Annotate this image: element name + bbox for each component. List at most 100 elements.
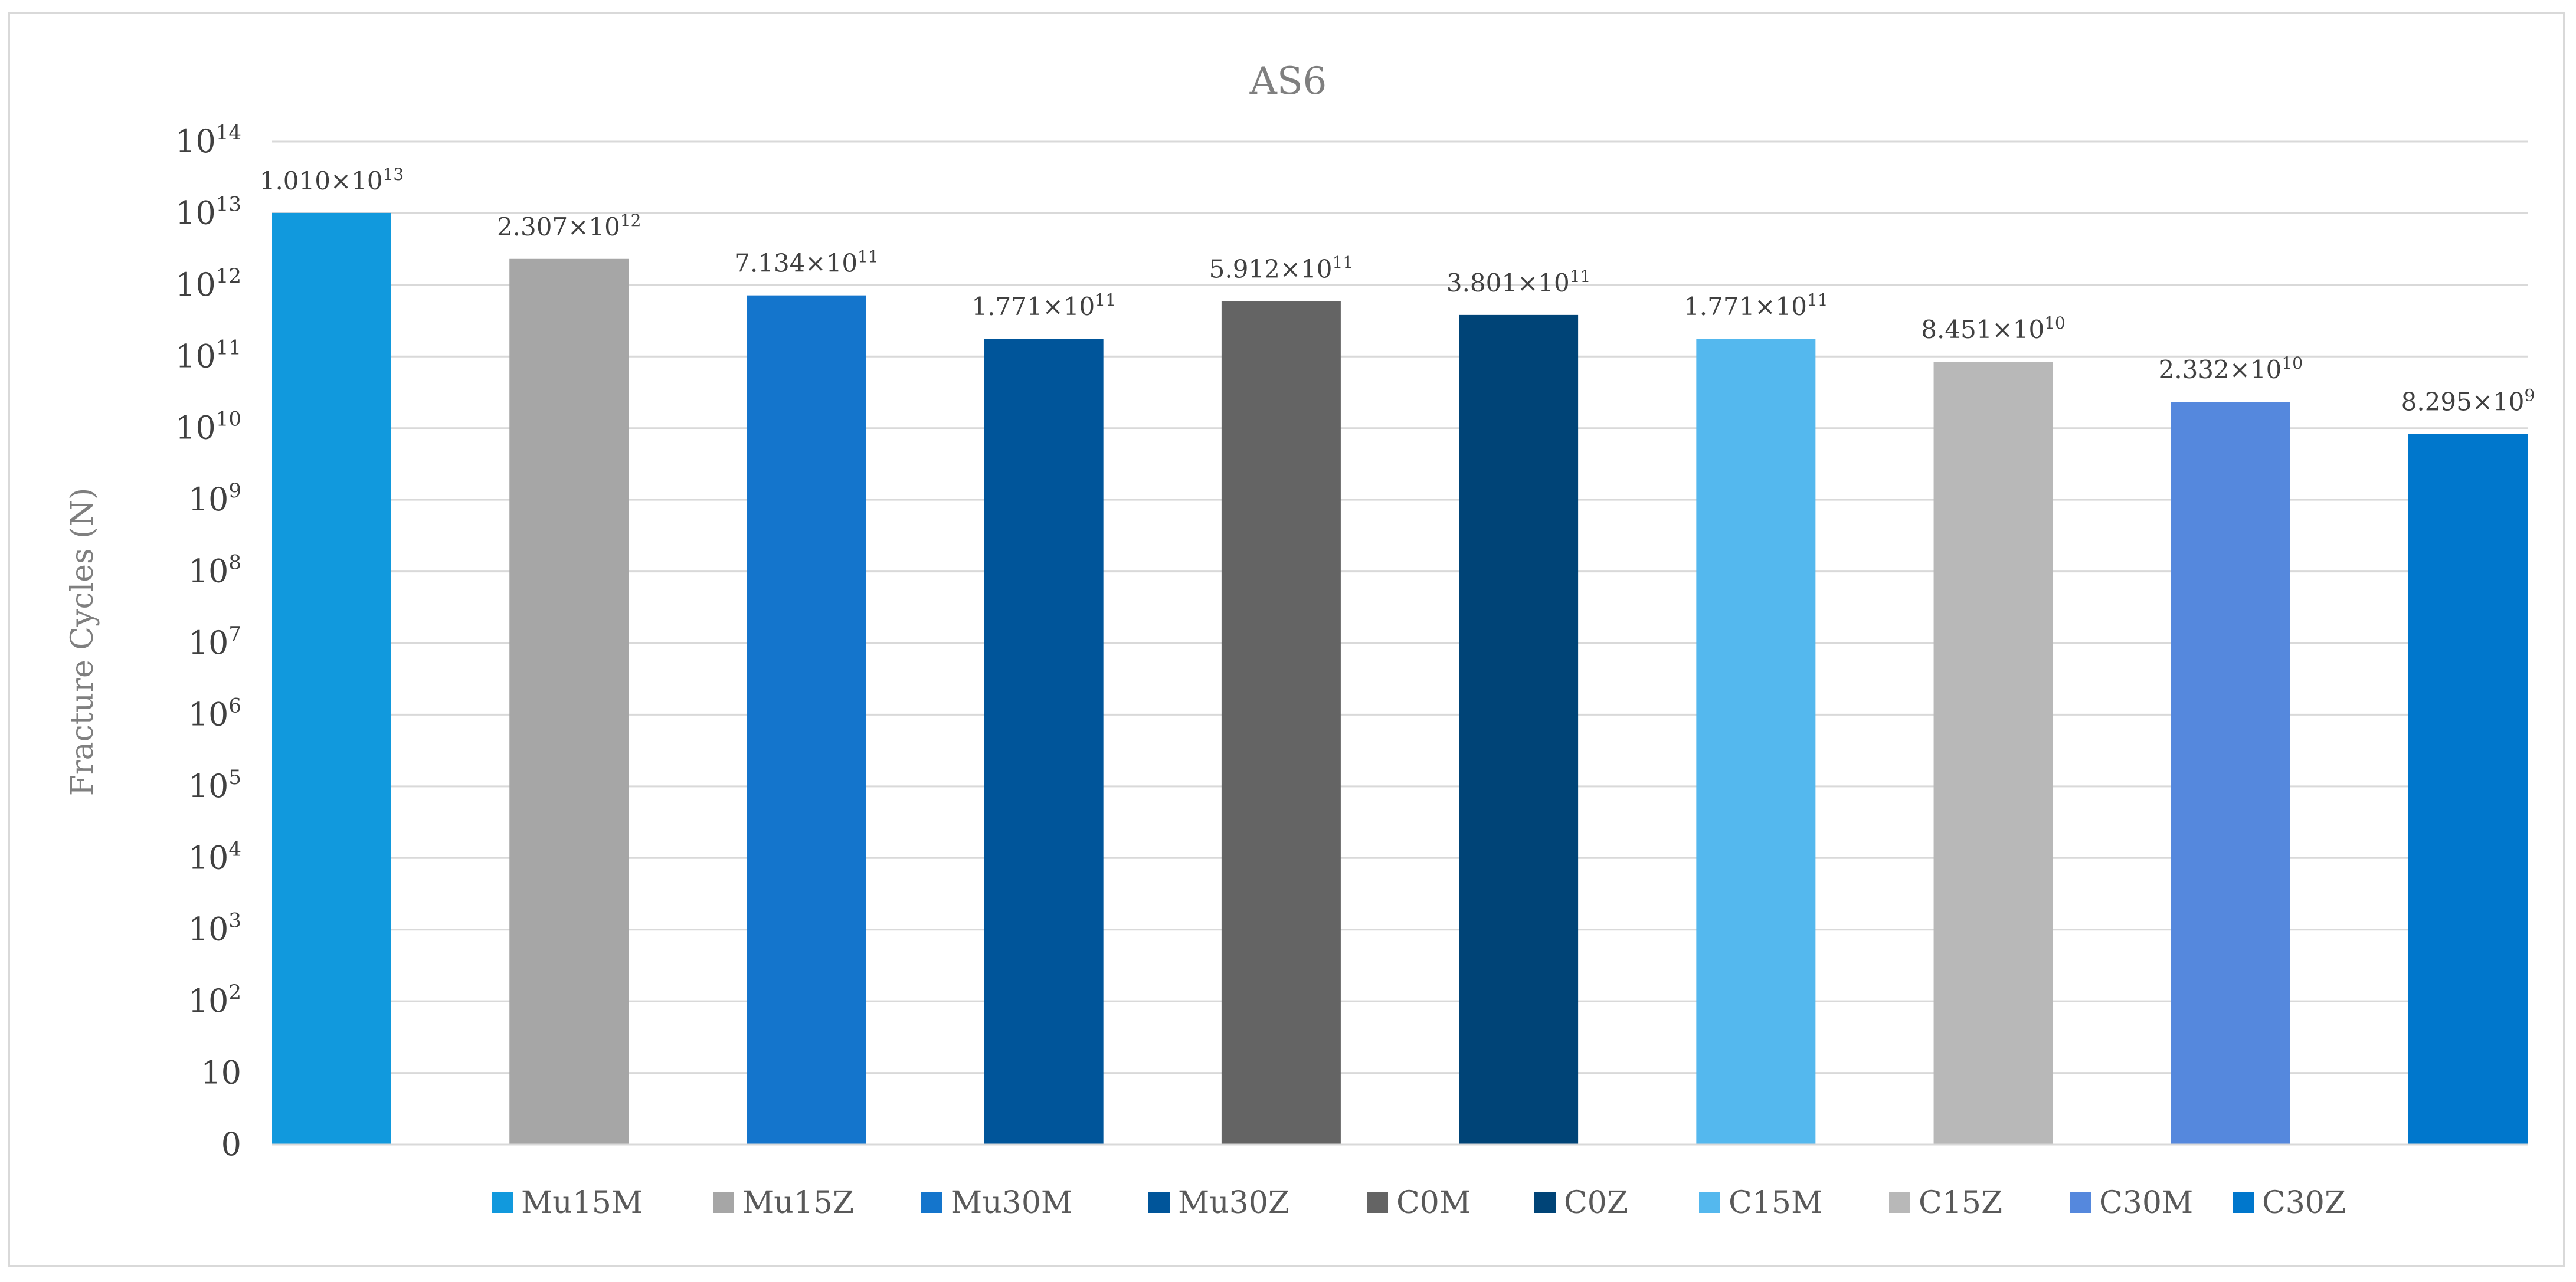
legend-item-c0m: C0M [1367,1185,1471,1221]
y-tick-exponent: 10 [216,408,241,431]
legend-label: Mu15Z [742,1185,854,1221]
legend-swatch [492,1192,513,1213]
data-label-c0m: 5.912×1011 [1209,253,1354,284]
data-label-exponent: 10 [2044,313,2066,333]
data-label-c30m: 2.332×1010 [2159,353,2303,384]
data-label-mantissa: 7.134×10 [734,249,857,278]
data-label-exponent: 11 [857,247,879,267]
data-label-exponent: 11 [1333,253,1354,273]
data-label-mu30z: 1.771×1011 [971,290,1116,321]
y-tick-exponent: 3 [228,909,241,933]
data-label-mantissa: 2.332×10 [2159,355,2282,384]
legend-swatch [713,1192,734,1213]
legend-item-mu30z: Mu30Z [1148,1185,1289,1221]
legend-swatch [2233,1192,2254,1213]
chart-frame: AS6 Fracture Cycles (N) 0 10 102 103 104 105 1… [8,12,2565,1267]
data-label-mantissa: 1.771×10 [1684,292,1807,321]
y-tick-label: 108 [188,551,241,590]
bar-c30m [2171,402,2290,1145]
y-tick-label: 105 [188,766,241,805]
data-label-mu15m: 1.010×1013 [260,165,404,195]
y-tick-label: 107 [188,622,241,661]
y-tick-exponent: 5 [228,766,241,789]
data-label-mu15z: 2.307×1012 [497,211,641,241]
y-tick-exponent: 13 [216,192,241,216]
y-tick-exponent: 9 [228,479,241,503]
legend-label: C0Z [1564,1185,1628,1221]
legend-label: C15M [1729,1185,1822,1221]
y-tick-base: 10 [175,123,216,160]
y-tick-exponent: 6 [228,694,241,717]
legend-item-mu15z: Mu15Z [713,1185,854,1221]
y-tick-base: 10 [188,696,229,733]
bar-c0m [1221,301,1341,1145]
y-tick-exponent: 14 [216,121,241,145]
legend-swatch [1889,1192,1910,1213]
data-label-mantissa: 1.771×10 [971,292,1095,321]
legend-label: Mu30M [951,1185,1072,1221]
data-label-exponent: 10 [2282,353,2303,373]
y-tick-label: 1010 [175,408,241,447]
data-label-exponent: 12 [620,211,641,230]
y-tick-base: 10 [201,1054,241,1091]
legend-label: C30M [2099,1185,2193,1221]
gridlines [272,140,2528,1074]
y-tick-label: 106 [188,694,241,733]
bar-c30z [2408,434,2528,1145]
y-tick-label: 103 [188,909,241,948]
data-label-c15m: 1.771×1011 [1684,290,1828,321]
data-label-c30z: 8.295×109 [2401,386,2535,417]
legend: Mu15M Mu15Z Mu30M Mu30Z C0M C0Z C15M C15Z C30M C3… [492,1185,2346,1221]
legend-item-c15m: C15M [1699,1185,1822,1221]
y-tick-label: 1014 [175,121,241,160]
bar-mu15z [509,258,629,1145]
y-axis-ticks: 0101021031041051061071081091010101110121… [175,121,241,1163]
legend-item-mu30m: Mu30M [921,1185,1072,1221]
bar-mu15m [272,212,391,1145]
data-label-exponent: 9 [2525,386,2535,405]
legend-swatch [1699,1192,1720,1213]
data-label-mantissa: 3.801×10 [1446,268,1570,297]
legend-item-c0z: C0Z [1534,1185,1628,1221]
bars [272,212,2528,1145]
legend-label: C15Z [1919,1185,2002,1221]
data-label-exponent: 11 [1807,290,1828,310]
bar-c0z [1459,314,1579,1145]
bar-c15z [1933,362,2053,1145]
legend-label: Mu15M [521,1185,643,1221]
legend-item-c15z: C15Z [1889,1185,2002,1221]
legend-label: C30Z [2262,1185,2346,1221]
y-tick-exponent: 7 [228,622,241,646]
legend-swatch [1534,1192,1556,1213]
bar-c15m [1696,339,1816,1145]
y-tick-base: 10 [175,409,216,447]
data-label-mantissa: 1.010×10 [260,166,383,195]
bar-chart: AS6 Fracture Cycles (N) 0101021031041051… [65,60,2535,1221]
y-tick-label: 10 [201,1054,241,1091]
data-label-mantissa: 8.295×10 [2401,388,2525,417]
data-label-mu30m: 7.134×1011 [734,247,879,278]
legend-item-c30m: C30M [2070,1185,2193,1221]
y-tick-base: 10 [188,553,229,590]
y-tick-base: 10 [175,337,216,375]
legend-label: Mu30Z [1178,1185,1289,1221]
y-tick-exponent: 11 [216,336,241,359]
legend-item-c30z: C30Z [2233,1185,2346,1221]
y-tick-label: 1013 [175,192,241,231]
bar-mu30m [747,295,866,1145]
y-tick-base: 10 [175,266,216,303]
data-label-exponent: 11 [1570,267,1591,286]
bar-mu30z [984,339,1104,1145]
y-tick-base: 10 [188,911,229,948]
data-label-mantissa: 2.307×10 [497,212,620,241]
legend-swatch [2070,1192,2091,1213]
data-label-exponent: 13 [383,165,404,184]
data-label-c15z: 8.451×1010 [1921,313,2066,344]
y-tick-label: 104 [188,837,241,876]
data-labels: 1.010×10132.307×10127.134×10111.771×1011… [260,165,2535,417]
y-tick-base: 10 [188,624,229,661]
y-tick-base: 0 [221,1126,241,1163]
data-label-mantissa: 8.451×10 [1921,315,2044,344]
y-tick-base: 10 [188,982,229,1019]
y-tick-base: 10 [175,194,216,231]
